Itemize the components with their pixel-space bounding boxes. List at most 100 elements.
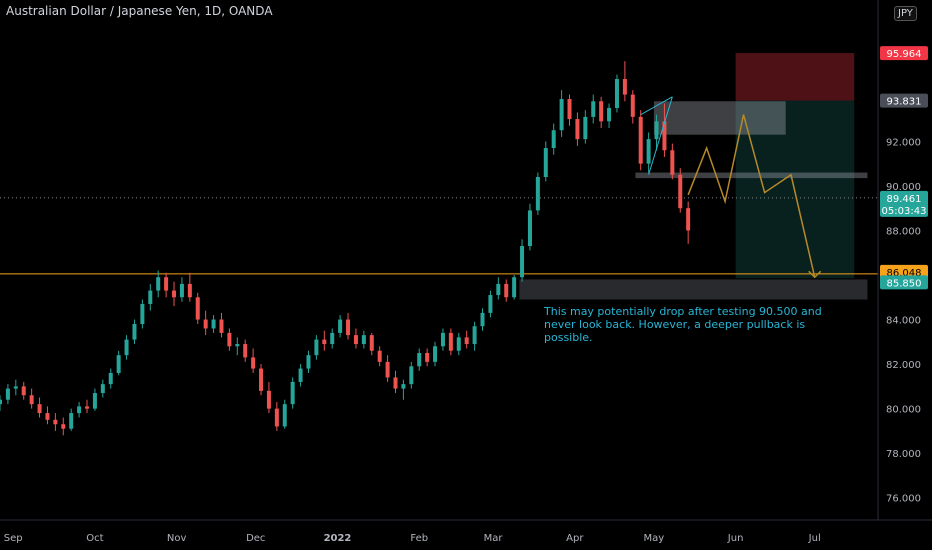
price-label-text: 85.850 <box>887 278 922 289</box>
candle-body <box>211 319 216 329</box>
candle <box>124 335 129 360</box>
candle-body <box>140 303 145 324</box>
candle-body <box>164 277 169 291</box>
candle-body <box>124 339 129 356</box>
candle <box>591 94 596 124</box>
candle-body <box>243 344 248 358</box>
candle <box>92 388 97 411</box>
candle <box>607 103 612 128</box>
candle <box>77 401 82 418</box>
candle-body <box>401 384 406 389</box>
candle <box>306 350 311 373</box>
candle-body <box>338 319 343 333</box>
candle <box>322 330 327 351</box>
currency-badge[interactable]: JPY <box>894 6 917 21</box>
y-tick-label: 78.000 <box>886 449 921 460</box>
candle <box>330 328 335 349</box>
candle-body <box>187 283 192 298</box>
candle-body <box>678 174 683 209</box>
candle <box>251 348 256 373</box>
candle-body <box>148 290 153 304</box>
candle-body <box>85 406 90 409</box>
candle-body <box>622 79 627 95</box>
support-zone <box>635 172 868 179</box>
candle-body <box>543 148 548 177</box>
candle-body <box>37 404 42 414</box>
y-tick-label: 92.000 <box>886 137 921 148</box>
countdown-text: 05:03:43 <box>882 206 927 217</box>
candle <box>37 397 42 418</box>
horizontal-lines-layer <box>0 197 878 275</box>
candle <box>448 328 453 356</box>
x-tick-label: Sep <box>4 533 23 544</box>
candle <box>456 332 461 356</box>
candle <box>13 379 18 396</box>
candle-body <box>654 121 659 140</box>
candle <box>583 110 588 144</box>
stop-price-label: 95.964 <box>880 46 928 61</box>
candle-body <box>21 386 26 396</box>
candle <box>203 310 208 336</box>
candle <box>417 348 422 371</box>
candle-body <box>527 210 532 247</box>
y-tick-label: 88.000 <box>886 226 921 237</box>
candle-body <box>251 357 256 369</box>
candle-body <box>472 326 477 345</box>
candle-body <box>69 413 74 429</box>
candle <box>148 283 153 311</box>
candle-body <box>599 101 604 122</box>
candle <box>377 346 382 367</box>
y-tick-label: 76.000 <box>886 494 921 505</box>
candle <box>266 381 271 414</box>
drawings-layer <box>640 96 822 279</box>
stop-loss-zone <box>735 53 855 101</box>
candle-body <box>259 368 264 391</box>
candle <box>45 406 50 425</box>
candle <box>61 417 66 436</box>
price-label-text: 89.461 <box>887 194 922 205</box>
candle-body <box>575 119 580 140</box>
candle <box>259 364 264 396</box>
candle <box>108 368 113 389</box>
candle-body <box>298 368 303 382</box>
candle <box>179 277 184 302</box>
candle <box>69 408 74 431</box>
projection-path <box>687 114 816 278</box>
candle-body <box>591 101 596 117</box>
candle <box>361 330 366 349</box>
candle-body <box>448 332 453 351</box>
candle-body <box>614 79 619 108</box>
price-label-bg <box>880 190 928 217</box>
channel-upper-line <box>640 96 673 116</box>
candle-body <box>361 335 366 345</box>
candle <box>187 272 192 302</box>
candle-body <box>203 319 208 329</box>
entry-price-label: 93.831 <box>880 93 928 108</box>
candle <box>21 381 26 400</box>
candle <box>100 379 105 398</box>
candle-body <box>559 99 564 131</box>
candle <box>520 239 525 282</box>
candle-body <box>61 424 66 429</box>
candle-body <box>156 277 161 291</box>
x-tick-label: Jun <box>727 533 744 544</box>
candle <box>85 399 90 414</box>
annotation-note: This may potentially drop after testing … <box>544 305 822 344</box>
candle-body <box>29 395 34 405</box>
candle-body <box>496 283 501 296</box>
candle <box>599 96 604 128</box>
x-tick-label: May <box>644 533 665 544</box>
x-tick-label: Feb <box>410 533 428 544</box>
candle <box>338 315 343 338</box>
y-tick-label: 82.000 <box>886 360 921 371</box>
candle <box>227 328 232 351</box>
candle-body <box>5 388 10 400</box>
x-tick-label: Dec <box>246 533 265 544</box>
candles-layer <box>0 61 691 436</box>
candle-body <box>108 373 113 385</box>
candle-body <box>385 361 390 378</box>
candle-body <box>456 337 461 351</box>
